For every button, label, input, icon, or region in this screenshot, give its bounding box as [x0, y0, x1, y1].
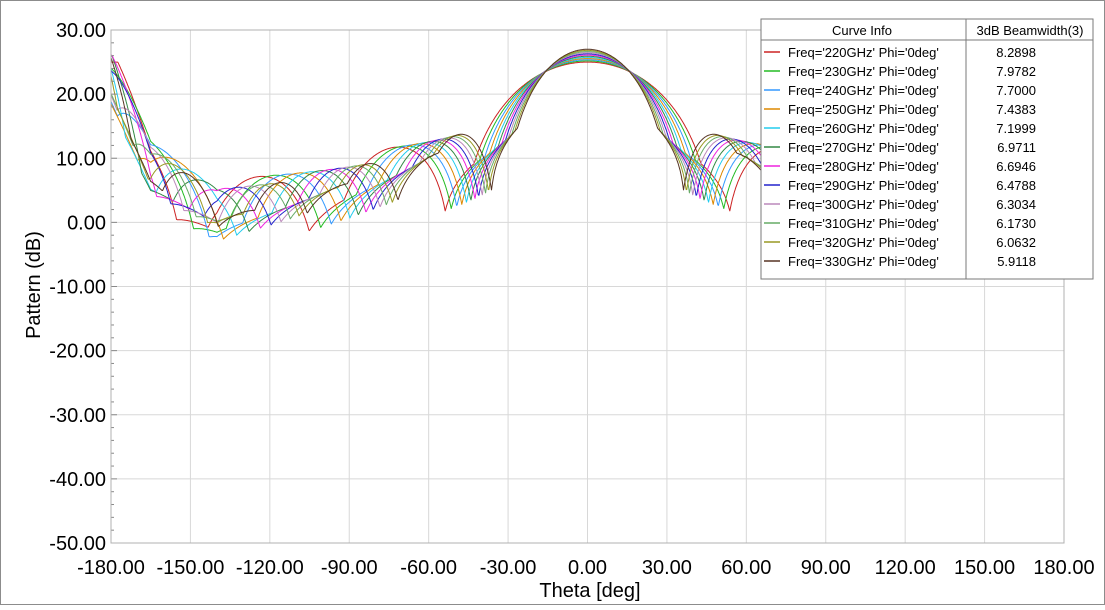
x-tick-label: -90.00	[321, 557, 378, 579]
legend-series-name: Freq='290GHz' Phi='0deg'	[788, 178, 939, 193]
legend-series-name: Freq='240GHz' Phi='0deg'	[788, 83, 939, 98]
legend-beamwidth-value: 8.2898	[996, 45, 1036, 60]
legend-beamwidth-value: 7.9782	[996, 64, 1036, 79]
axes: -180.00 -150.00 -120.00 -90.00 -60.00 -30.00 0…	[49, 20, 1094, 579]
x-tick-label: 180.00	[1033, 557, 1094, 579]
legend-series-name: Freq='270GHz' Phi='0deg'	[788, 140, 939, 155]
x-tick-label: -150.00	[156, 557, 224, 579]
legend-series-name: Freq='330GHz' Phi='0deg'	[788, 254, 939, 269]
x-tick-label: -60.00	[400, 557, 457, 579]
y-tick-label: 20.00	[56, 84, 106, 106]
y-tick-label: 10.00	[56, 148, 106, 170]
legend-series-name: Freq='280GHz' Phi='0deg'	[788, 159, 939, 174]
legend-beamwidth-value: 6.9711	[997, 140, 1036, 155]
legend-header-curve: Curve Info	[832, 23, 892, 38]
y-tick-label: -50.00	[49, 533, 106, 555]
legend-beamwidth-value: 7.7000	[996, 83, 1036, 98]
x-tick-label: 30.00	[642, 557, 692, 579]
legend-series-name: Freq='300GHz' Phi='0deg'	[788, 197, 939, 212]
legend-rows: Freq='220GHz' Phi='0deg' 8.2898 Freq='230G…	[764, 45, 1036, 269]
legend-box	[760, 18, 1094, 280]
legend-series-name: Freq='250GHz' Phi='0deg'	[788, 102, 939, 117]
legend-beamwidth-value: 6.4788	[996, 178, 1036, 193]
legend-series-name: Freq='310GHz' Phi='0deg'	[788, 216, 939, 231]
y-tick-label: -30.00	[49, 405, 106, 427]
x-tick-label: 150.00	[954, 557, 1015, 579]
legend-beamwidth-value: 5.9118	[997, 254, 1036, 269]
legend-series-name: Freq='220GHz' Phi='0deg'	[788, 45, 939, 60]
x-axis-label: Theta [deg]	[539, 580, 640, 602]
legend-series-name: Freq='230GHz' Phi='0deg'	[788, 64, 939, 79]
legend-beamwidth-value: 7.4383	[996, 102, 1036, 117]
legend-beamwidth-value: 7.1999	[996, 121, 1036, 136]
y-tick-label: -40.00	[49, 469, 106, 491]
legend-beamwidth-value: 6.6946	[996, 159, 1036, 174]
y-tick-label: 0.00	[67, 212, 106, 234]
y-tick-label: 30.00	[56, 20, 106, 42]
legend: Curve Info 3dB Beamwidth(3) Freq='220GHz…	[760, 18, 1094, 280]
x-tick-label: 0.00	[568, 557, 607, 579]
legend-beamwidth-value: 6.3034	[996, 197, 1036, 212]
x-tick-label: 120.00	[875, 557, 936, 579]
x-tick-label: 60.00	[721, 557, 771, 579]
legend-series-name: Freq='260GHz' Phi='0deg'	[788, 121, 939, 136]
y-tick-label: -10.00	[49, 277, 106, 299]
y-axis-label: Pattern (dB)	[23, 231, 45, 339]
x-tick-label: -120.00	[236, 557, 304, 579]
y-tick-label: -20.00	[49, 341, 106, 363]
x-tick-label: 90.00	[801, 557, 851, 579]
legend-series-name: Freq='320GHz' Phi='0deg'	[788, 235, 939, 250]
plot-border	[110, 29, 1065, 544]
legend-header-value: 3dB Beamwidth(3)	[977, 23, 1084, 38]
x-tick-label: -30.00	[480, 557, 537, 579]
legend-beamwidth-value: 6.1730	[996, 216, 1036, 231]
x-tick-label: -180.00	[77, 557, 145, 579]
legend-beamwidth-value: 6.0632	[996, 235, 1036, 250]
